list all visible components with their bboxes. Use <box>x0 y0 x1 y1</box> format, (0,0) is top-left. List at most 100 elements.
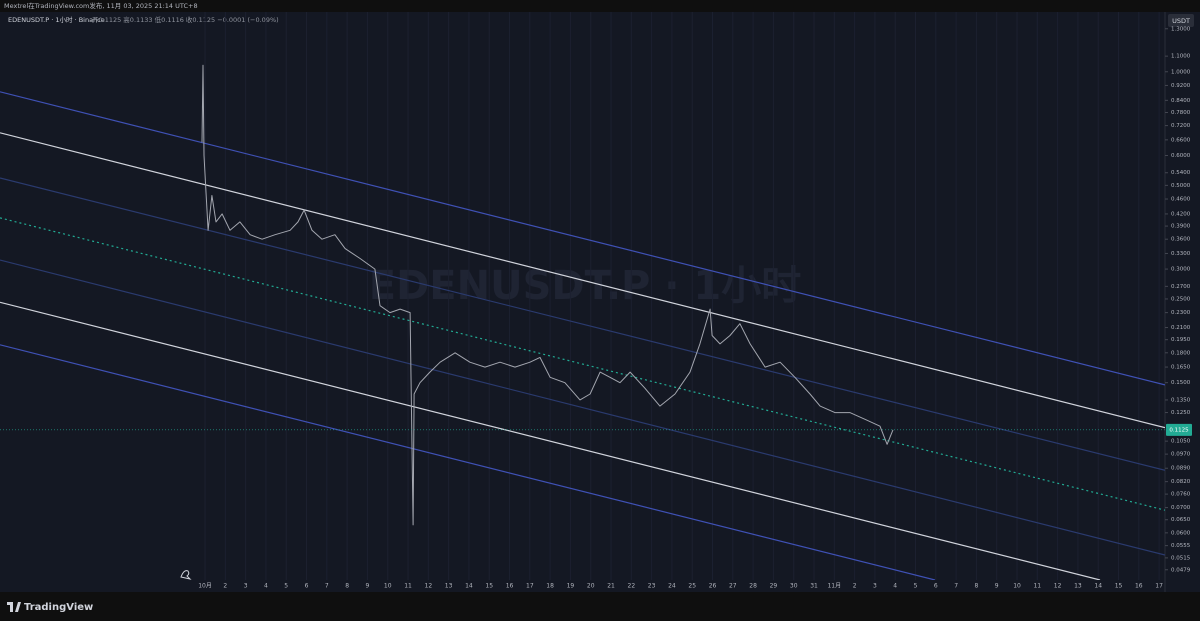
y-tick-label: 0.4600 <box>1171 197 1191 203</box>
x-tick-label: 7 <box>325 583 329 590</box>
y-tick-label: 0.1650 <box>1171 365 1191 371</box>
x-tick-label: 4 <box>264 583 268 590</box>
y-tick-label: 0.1800 <box>1171 350 1191 356</box>
x-tick-label: 9 <box>995 583 999 590</box>
y-tick-label: 0.1500 <box>1171 380 1191 386</box>
y-tick-label: 0.2100 <box>1171 325 1191 331</box>
x-tick-label: 6 <box>305 583 309 590</box>
y-tick-label: 0.3900 <box>1171 224 1191 230</box>
y-tick-label: 0.0479 <box>1171 567 1191 573</box>
x-tick-label: 2 <box>223 583 227 590</box>
x-tick-label: 14 <box>1094 583 1102 590</box>
y-tick-label: 0.0555 <box>1171 543 1191 549</box>
last-price-box <box>1166 423 1192 436</box>
x-tick-label: 10月 <box>198 583 212 590</box>
price-line <box>201 64 894 526</box>
x-tick-label: 10 <box>384 583 392 590</box>
y-tick-label: 0.0515 <box>1171 555 1191 561</box>
x-tick-label: 29 <box>770 583 778 590</box>
y-tick-label: 0.1250 <box>1171 410 1191 416</box>
x-tick-label: 13 <box>1074 583 1082 590</box>
y-tick-label: 1.3000 <box>1171 26 1191 32</box>
x-tick-label: 26 <box>709 583 717 590</box>
y-tick-label: 0.3000 <box>1171 267 1191 273</box>
x-tick-label: 11月 <box>827 583 841 590</box>
last-price-label: 0.1125 <box>1169 427 1189 433</box>
y-tick-label: 0.0650 <box>1171 517 1191 523</box>
x-tick-label: 7 <box>954 583 958 590</box>
trend-line <box>0 301 1101 580</box>
x-tick-label: 9 <box>366 583 370 590</box>
currency-label: USDT <box>1172 17 1190 25</box>
x-tick-label: 4 <box>893 583 897 590</box>
x-tick-label: 17 <box>1155 583 1163 590</box>
trend-line <box>0 217 1165 511</box>
y-tick-label: 0.1950 <box>1171 337 1191 343</box>
y-tick-label: 0.2700 <box>1171 284 1191 290</box>
x-tick-label: 31 <box>810 583 818 590</box>
y-tick-label: 0.6600 <box>1171 137 1191 143</box>
y-tick-label: 0.7800 <box>1171 110 1191 116</box>
y-tick-label: 0.2500 <box>1171 296 1191 302</box>
trend-line <box>0 177 1165 471</box>
y-tick-label: 0.3300 <box>1171 251 1191 257</box>
symbol-title: EDENUSDT.P · 1小时 · Binance <box>8 15 105 24</box>
currency-box <box>1168 14 1194 27</box>
trend-line <box>0 91 1165 386</box>
trend-line <box>0 344 936 580</box>
y-tick-label: 0.9200 <box>1171 83 1191 89</box>
x-tick-label: 10 <box>1013 583 1021 590</box>
x-tick-label: 21 <box>607 583 615 590</box>
x-tick-label: 27 <box>729 583 737 590</box>
x-tick-label: 12 <box>1054 583 1062 590</box>
x-tick-label: 3 <box>244 583 248 590</box>
x-tick-label: 30 <box>790 583 798 590</box>
x-tick-label: 13 <box>445 583 453 590</box>
footer-logo: TradingView <box>7 602 93 613</box>
brand: TradingView <box>24 602 93 613</box>
y-tick-label: 0.0700 <box>1171 505 1191 511</box>
x-tick-label: 8 <box>975 583 979 590</box>
x-tick-label: 6 <box>934 583 938 590</box>
x-tick-label: 11 <box>404 583 412 590</box>
y-tick-label: 0.8400 <box>1171 98 1191 104</box>
y-tick-label: 0.3600 <box>1171 237 1191 243</box>
trend-line <box>0 132 1165 429</box>
x-tick-label: 5 <box>284 583 288 590</box>
y-tick-label: 0.0820 <box>1171 479 1191 485</box>
y-tick-label: 0.7200 <box>1171 123 1191 129</box>
x-tick-label: 18 <box>546 583 554 590</box>
y-tick-label: 1.1000 <box>1171 54 1191 60</box>
author-line: Mextrel在TradingView.com发布, 11月 03, 2025 … <box>4 1 198 10</box>
y-tick-label: 0.2300 <box>1171 310 1191 316</box>
x-tick-label: 20 <box>587 583 595 590</box>
x-tick-label: 28 <box>749 583 757 590</box>
watermark: EDENUSDT.P · 1小时 <box>369 263 801 309</box>
x-tick-label: 23 <box>648 583 656 590</box>
x-tick-label: 11 <box>1033 583 1041 590</box>
dino-icon <box>180 570 192 580</box>
x-tick-label: 2 <box>853 583 857 590</box>
y-tick-label: 1.0000 <box>1171 69 1191 75</box>
y-tick-label: 0.1050 <box>1171 439 1191 445</box>
x-tick-label: 8 <box>345 583 349 590</box>
x-tick-label: 24 <box>668 583 676 590</box>
x-tick-label: 22 <box>628 583 636 590</box>
x-tick-label: 5 <box>914 583 918 590</box>
x-tick-label: 15 <box>1115 583 1123 590</box>
x-tick-label: 16 <box>1135 583 1143 590</box>
x-tick-label: 17 <box>526 583 534 590</box>
x-tick-label: 15 <box>485 583 493 590</box>
y-tick-label: 0.6000 <box>1171 153 1191 159</box>
x-tick-label: 3 <box>873 583 877 590</box>
x-tick-label: 12 <box>425 583 433 590</box>
x-tick-label: 25 <box>688 583 696 590</box>
logo-mark <box>7 602 21 612</box>
y-tick-label: 0.5400 <box>1171 170 1191 176</box>
x-tick-label: 16 <box>506 583 514 590</box>
y-tick-label: 0.0970 <box>1171 452 1191 458</box>
x-tick-label: 19 <box>567 583 575 590</box>
y-tick-label: 0.0890 <box>1171 466 1191 472</box>
y-tick-label: 0.4200 <box>1171 211 1191 217</box>
